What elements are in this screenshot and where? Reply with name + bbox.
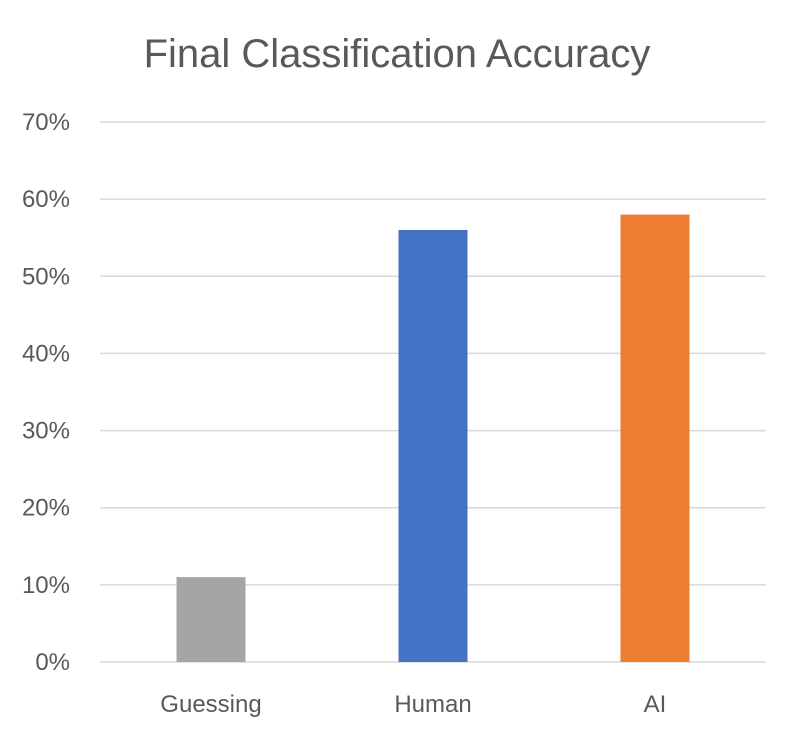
y-tick-label: 70% [22, 109, 70, 136]
x-category-label: AI [644, 691, 667, 718]
bar-human [398, 230, 468, 662]
bars [176, 214, 690, 663]
y-axis-tick-labels: 0% 10% 20% 30% 40% 50% 60% 70% [22, 109, 70, 676]
y-tick-label: 0% [35, 649, 70, 676]
y-tick-label: 60% [22, 186, 70, 213]
x-category-label: Guessing [160, 691, 261, 718]
x-category-label: Human [394, 691, 471, 718]
bar-ai [620, 214, 690, 663]
y-tick-label: 20% [22, 495, 70, 522]
x-axis-category-labels: Guessing Human AI [160, 691, 666, 718]
y-tick-label: 10% [22, 572, 70, 599]
y-tick-label: 50% [22, 263, 70, 290]
bar-guessing [176, 577, 246, 662]
y-tick-label: 40% [22, 340, 70, 367]
chart-title: Final Classification Accuracy [144, 32, 651, 76]
y-tick-label: 30% [22, 418, 70, 445]
